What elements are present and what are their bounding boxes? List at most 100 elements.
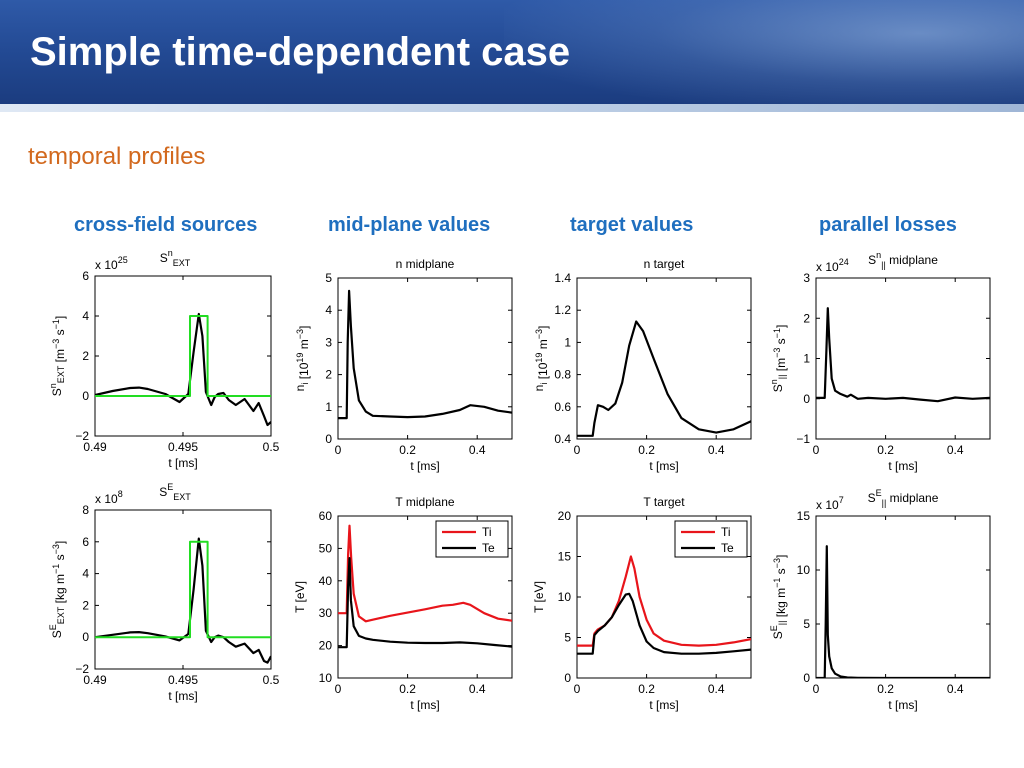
y-tick-label: 6 <box>82 535 89 549</box>
y-axis-label: ni [1019 m−3] <box>293 326 311 392</box>
y-tick-label: 0 <box>803 671 810 685</box>
y-tick-label: 10 <box>797 563 811 577</box>
x-tick-label: 0 <box>335 443 342 457</box>
plot-area <box>815 515 991 679</box>
legend-label-ti: Ti <box>721 525 731 539</box>
x-tick-label: 0.49 <box>83 673 107 687</box>
chart-n_midplane: 0 0.2 0.4 0 1 2 3 4 5 n midplane t [ms] ni [1019 m−… <box>293 257 513 473</box>
series-line <box>816 545 990 678</box>
plot-area <box>94 509 272 670</box>
y-tick-label: 10 <box>558 590 572 604</box>
slide-subtitle: temporal profiles <box>28 143 206 170</box>
chart-n_target: 0 0.2 0.4 0.4 0.6 0.8 1 1.2 1.4 n target t [ms] ni … <box>532 257 752 473</box>
chart-sn_ext: 0.49 0.495 0.5 −2 0 2 4 6 SnEXT x 1025 t [ms] SnEXT… <box>48 248 280 470</box>
chart-title: n target <box>644 257 685 271</box>
legend-label-ti: Ti <box>482 525 492 539</box>
x-axis-label: t [ms] <box>168 456 197 470</box>
y-axis-label: ni [1019 m−3] <box>532 326 550 392</box>
y-tick-label: 15 <box>558 550 572 564</box>
y-tick-label: 2 <box>82 598 89 612</box>
y-tick-label: 60 <box>319 509 333 523</box>
x-tick-label: 0.2 <box>877 682 894 696</box>
x-tick-label: 0.49 <box>83 440 107 454</box>
y-tick-label: −2 <box>75 429 89 443</box>
x-tick-label: 0.4 <box>708 682 725 696</box>
x-tick-label: 0.4 <box>947 443 964 457</box>
y-tick-label: 20 <box>558 509 572 523</box>
y-axis-label-group: T [eV] <box>293 581 307 613</box>
column-heading-target-values: target values <box>570 214 694 236</box>
column-heading-mid-plane-values: mid-plane values <box>328 214 491 236</box>
y-tick-label: 4 <box>82 567 89 581</box>
legend-box <box>674 520 748 558</box>
y-tick-label: 4 <box>325 303 332 317</box>
chart-se_ext: 0.49 0.495 0.5 −2 0 2 4 6 8 SEEXT x 108 t [ms] SEEXT… <box>48 482 280 703</box>
y-axis-label-group: SE|| [kg m−1 s−3] <box>769 555 788 640</box>
y-tick-label: −2 <box>75 662 89 676</box>
y-tick-label: 6 <box>82 269 89 283</box>
y-tick-label: 15 <box>797 509 811 523</box>
x-axis-label: t [ms] <box>410 459 439 473</box>
y-tick-label: 8 <box>82 503 89 517</box>
y-tick-label: 0.6 <box>554 400 571 414</box>
y-tick-label: 2 <box>325 368 332 382</box>
exponent-label: x 1024 <box>816 257 849 274</box>
y-tick-label: 0.4 <box>554 432 571 446</box>
x-axis-label: t [ms] <box>888 459 917 473</box>
chart-t_target: 0 0.2 0.4 0 5 10 15 20 T target t [ms] T [eV] Ti Te <box>532 495 752 712</box>
x-axis-label: t [ms] <box>888 698 917 712</box>
x-tick-label: 0.2 <box>638 682 655 696</box>
series-line <box>95 312 271 427</box>
chart-t_midplane: 0 0.2 0.4 10 20 30 40 50 60 T midplane t [ms] T [eV… <box>293 495 513 712</box>
y-tick-label: 3 <box>325 335 332 349</box>
y-tick-label: 1.2 <box>554 303 571 317</box>
series-line-te <box>338 556 512 649</box>
series-line <box>95 315 271 397</box>
y-axis-label: T [eV] <box>532 581 546 613</box>
legend-label-te: Te <box>482 541 495 555</box>
series-line-te <box>577 592 751 655</box>
x-tick-label: 0 <box>574 682 581 696</box>
y-tick-label: 3 <box>803 271 810 285</box>
plot-area <box>94 275 272 437</box>
y-tick-label: 4 <box>82 309 89 323</box>
series-line <box>95 540 271 639</box>
series-line <box>338 289 512 420</box>
x-axis-label: t [ms] <box>168 689 197 703</box>
chart-se_par: 0 0.2 0.4 0 5 10 15 SE|| midplane x 107 t [ms] SE|… <box>769 488 991 712</box>
plot-area <box>337 277 513 440</box>
series-line <box>816 307 990 403</box>
y-axis-label-group: T [eV] <box>532 581 546 613</box>
legend-box <box>435 520 509 558</box>
y-tick-label: 5 <box>803 617 810 631</box>
y-tick-label: 1 <box>325 400 332 414</box>
chart-title: n midplane <box>396 257 455 271</box>
x-tick-label: 0.4 <box>947 682 964 696</box>
chart-title: SEEXT <box>159 482 191 502</box>
x-tick-label: 0.4 <box>469 443 486 457</box>
x-tick-label: 0.5 <box>263 440 280 454</box>
exponent-label: x 1025 <box>95 255 128 272</box>
y-axis-label-group: SnEXT [m−3 s−1] <box>48 316 67 396</box>
y-tick-label: −1 <box>796 432 810 446</box>
series-line-ti <box>338 524 512 623</box>
y-tick-label: 5 <box>325 271 332 285</box>
x-tick-label: 0 <box>813 443 820 457</box>
legend: Ti Te <box>674 520 748 558</box>
banner-sheen <box>504 0 1024 112</box>
exponent-label: x 108 <box>95 489 123 506</box>
y-tick-label: 0 <box>803 392 810 406</box>
slide-title: Simple time-dependent case <box>30 30 571 74</box>
column-heading-cross-field-sources: cross-field sources <box>74 214 258 236</box>
chart-title: SnEXT <box>160 248 191 268</box>
x-axis-label: t [ms] <box>410 698 439 712</box>
y-tick-label: 1 <box>564 335 571 349</box>
y-tick-label: 0 <box>82 389 89 403</box>
y-axis-label: SnEXT [m−3 s−1] <box>48 316 67 396</box>
y-axis-label-group: Sn|| [m−3 s−1] <box>769 325 788 393</box>
y-axis-label-group: ni [1019 m−3] <box>293 326 311 392</box>
y-tick-label: 20 <box>319 639 333 653</box>
chart-title: SE|| midplane <box>868 488 939 508</box>
